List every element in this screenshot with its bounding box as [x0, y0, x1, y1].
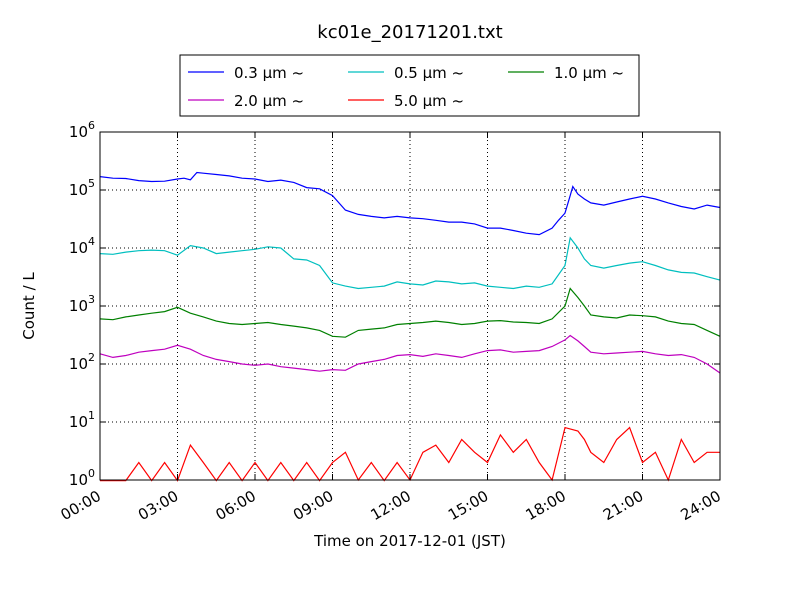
legend-label-5: 5.0 μm ~	[394, 92, 464, 110]
y-tick-label: 101	[69, 409, 95, 431]
series-line-5	[100, 426, 720, 482]
data-series	[99, 171, 721, 482]
legend-label-1: 0.3 μm ~	[234, 64, 304, 82]
legend-box	[179, 54, 640, 117]
grid	[100, 132, 720, 480]
legend-label-4: 2.0 μm ~	[234, 92, 304, 110]
series-line-3	[99, 287, 721, 338]
chart-title: kc01e_20171201.txt	[317, 22, 502, 43]
legend-label-2: 0.5 μm ~	[394, 64, 464, 82]
y-tick-label: 106	[69, 119, 95, 141]
series-line-2	[99, 236, 721, 290]
y-tick-label: 104	[69, 235, 95, 257]
legend: 0.3 μm ~ 0.5 μm ~ 1.0 μm ~ 2.0 μm ~ 5.0 μm ~	[179, 54, 640, 117]
x-axis-label: Time on 2017-12-01 (JST)	[313, 532, 506, 550]
y-tick-label: 100	[69, 467, 95, 489]
series-line-1	[99, 171, 721, 236]
y-tick-label: 103	[69, 293, 95, 315]
series-line-4	[99, 334, 721, 374]
y-tick-label: 105	[69, 177, 95, 199]
y-tick-label: 102	[69, 351, 95, 373]
legend-label-3: 1.0 μm ~	[554, 64, 624, 82]
y-axis-label: Count / L	[20, 272, 38, 340]
y-ticks: 100 101 102 103 104 105 106	[69, 119, 720, 489]
